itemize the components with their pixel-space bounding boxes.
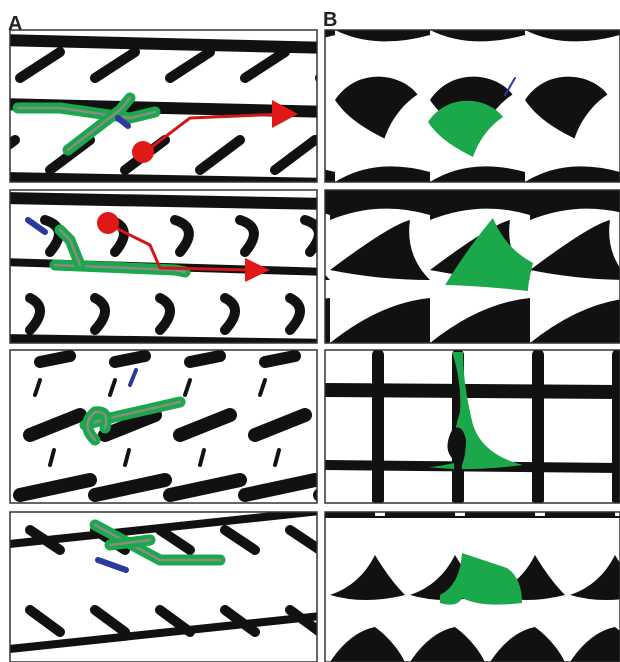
filament xyxy=(115,356,145,362)
panel-b3 xyxy=(320,350,620,503)
panel-a4 xyxy=(0,510,330,662)
filament xyxy=(320,390,620,392)
red-start xyxy=(132,141,154,163)
red-start xyxy=(97,212,119,234)
panel-b4 xyxy=(325,512,620,662)
filament xyxy=(265,356,295,362)
filament xyxy=(0,40,330,48)
panel-label: B xyxy=(323,9,337,31)
panels xyxy=(0,25,620,662)
filament xyxy=(190,356,220,362)
panel-a2 xyxy=(0,190,330,345)
filament xyxy=(0,198,330,204)
filament xyxy=(40,356,70,362)
figure: A B xyxy=(0,0,620,662)
filament-shape xyxy=(325,512,620,518)
filament xyxy=(0,178,330,184)
